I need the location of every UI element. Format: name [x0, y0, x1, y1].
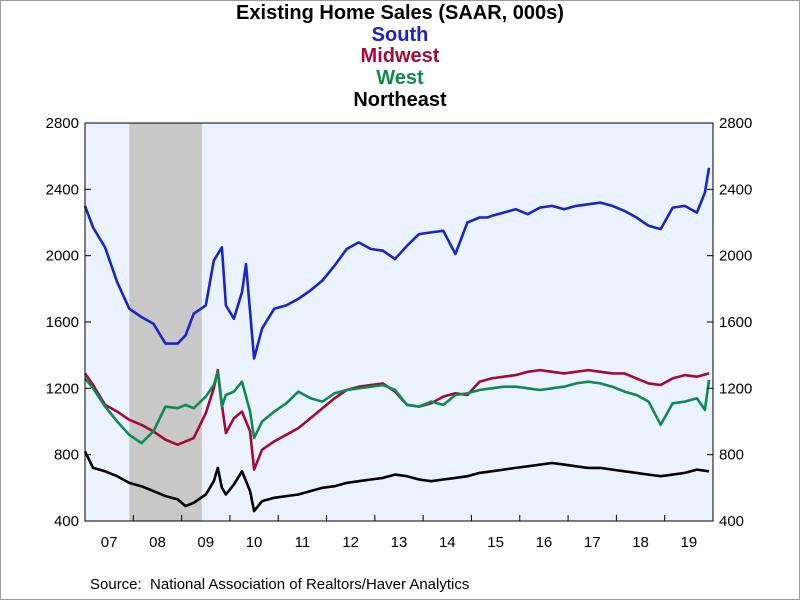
- y-tick-label-right: 2400: [719, 181, 752, 198]
- y-tick-label-left: 800: [54, 447, 79, 464]
- x-tick-label: 13: [391, 534, 408, 551]
- y-tick-label-right: 2000: [719, 248, 752, 265]
- legend-west: West: [376, 67, 424, 89]
- x-tick-label: 19: [681, 534, 698, 551]
- legend-south: South: [371, 24, 429, 46]
- x-tick-label: 08: [149, 534, 166, 551]
- y-tick-label-left: 1600: [46, 314, 79, 331]
- legend-midwest: Midwest: [360, 45, 440, 67]
- x-tick-label: 10: [246, 534, 263, 551]
- y-tick-label-left: 2000: [46, 248, 79, 265]
- x-tick-label: 09: [197, 534, 214, 551]
- source-note: Source: National Association of Realtors…: [90, 576, 470, 593]
- y-tick-label-right: 1200: [719, 380, 752, 397]
- x-tick-label: 12: [342, 534, 359, 551]
- x-tick-label: 17: [584, 534, 601, 551]
- series-line-south: [83, 167, 711, 360]
- x-tick-label: 11: [295, 534, 311, 551]
- series-line-west: [83, 370, 711, 445]
- y-tick-label-left: 1200: [46, 380, 79, 397]
- x-tick-label: 18: [632, 534, 649, 551]
- x-tick-label: 14: [439, 534, 456, 551]
- x-tick-label: 16: [536, 534, 553, 551]
- y-tick-label-right: 800: [719, 447, 744, 464]
- x-tick-label: 15: [487, 534, 504, 551]
- chart-title: Existing Home Sales (SAAR, 000s): [236, 2, 564, 24]
- series-line-northeast: [83, 450, 710, 513]
- y-tick-label-left: 2400: [46, 181, 79, 198]
- y-tick-label-left: 2800: [46, 115, 79, 132]
- y-tick-label-right: 2800: [719, 115, 752, 132]
- y-tick-label-right: 400: [719, 513, 744, 530]
- series-line-midwest: [83, 368, 710, 471]
- x-tick-label: 07: [101, 534, 118, 551]
- y-tick-label-right: 1600: [719, 314, 752, 331]
- y-tick-label-left: 400: [54, 513, 79, 530]
- legend-northeast: Northeast: [353, 89, 447, 111]
